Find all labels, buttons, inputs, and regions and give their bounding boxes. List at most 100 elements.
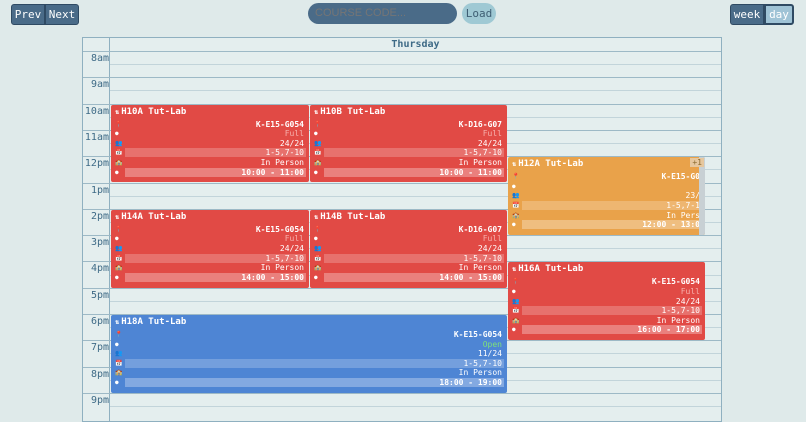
half-hour-line — [110, 64, 721, 66]
event-time: 12:00 - 13:0 — [522, 220, 702, 230]
people-icon: 👥 — [314, 139, 322, 147]
event-enrol: 11/24 — [477, 349, 502, 359]
time-label: 3pm — [90, 237, 109, 249]
event-mode: In Person — [656, 315, 700, 325]
hour-line — [83, 314, 721, 315]
event-h14a[interactable]: ⇅ H14A Tut-Lab 📍 K-E15-G054 ● Full 👥 24/24 📅 1-5,… — [111, 209, 309, 288]
event-weeks: 1-5,7-10 — [125, 358, 504, 368]
sort-icon: ⇅ — [512, 160, 517, 169]
calendar-icon: 📅 — [115, 359, 123, 367]
calendar-grid: Thursday 8am 9am 10am 11am 12pm 1pm 2pm 3pm 4pm 5… — [82, 37, 722, 422]
event-title: ⇅ H10A Tut-Lab — [115, 106, 187, 117]
next-button[interactable]: Next — [45, 4, 79, 25]
event-room: K-E15-G054 — [255, 224, 304, 234]
event-h16a[interactable]: ⇅ H16A Tut-Lab 📍 K-E15-G054 ● Full 👥 24/24 📅 1-5,… — [508, 262, 705, 341]
status-dot-icon: ● — [115, 235, 119, 243]
event-h18a[interactable]: ⇅ H18A Tut-Lab 📍 K-E15-G054 ● Open 👥 11/24 📅 1-5,… — [111, 315, 507, 393]
event-status: Full — [284, 129, 304, 139]
event-weeks: 1-5,7-1 — [522, 200, 702, 210]
sort-icon: ⇅ — [115, 107, 120, 116]
clock-icon: ● — [314, 273, 318, 281]
status-dot-icon: ● — [512, 287, 516, 295]
half-hour-line — [110, 406, 721, 408]
event-status: Full — [680, 286, 700, 296]
event-status: Full — [482, 234, 502, 244]
calendar-icon: 📅 — [314, 149, 322, 157]
event-enrol: 24/24 — [477, 138, 502, 148]
half-hour-line — [110, 90, 721, 92]
hour-line — [83, 287, 721, 289]
event-enrol: 23/ — [685, 191, 700, 201]
event-title: ⇅ H12A Tut-Lab — [512, 159, 584, 170]
event-enrol: 24/24 — [675, 296, 700, 306]
time-label: 4pm — [90, 263, 109, 275]
hour-line — [83, 103, 721, 105]
sort-icon: ⇅ — [314, 107, 319, 116]
people-icon: 👥 — [314, 244, 322, 252]
event-h10a[interactable]: ⇅ H10A Tut-Lab 📍 K-E15-G054 ● Full 👥 24/24 📅 1-5,… — [111, 104, 309, 183]
time-label: 9pm — [90, 394, 109, 406]
building-icon: 🏫 — [512, 316, 520, 324]
location-icon: 📍 — [314, 120, 322, 128]
calendar-icon: 📅 — [115, 149, 123, 157]
time-label: 1pm — [90, 184, 109, 196]
hour-line — [83, 77, 721, 79]
event-h14b[interactable]: ⇅ H14B Tut-Lab 📍 K-D16-G07 ● Full 👥 24/24 📅 1-5,7… — [310, 209, 507, 288]
event-weeks: 1-5,7-10 — [125, 148, 306, 158]
location-icon: 📍 — [115, 120, 123, 128]
calendar-icon: 📅 — [512, 201, 520, 209]
people-icon: 👥 — [115, 350, 123, 358]
building-icon: 🏫 — [115, 158, 123, 166]
more-badge[interactable]: +1 — [690, 158, 704, 168]
day-view-button[interactable]: day — [764, 4, 794, 25]
event-time: 16:00 - 17:00 — [522, 325, 702, 335]
week-view-button[interactable]: week — [730, 4, 764, 25]
event-time: 14:00 - 15:00 — [324, 272, 504, 282]
event-mode: In Person — [260, 263, 304, 273]
building-icon: 🏫 — [314, 264, 322, 272]
clock-icon: ● — [115, 168, 119, 176]
time-label: 2pm — [90, 210, 109, 222]
event-status: Full — [482, 129, 502, 139]
event-status — [522, 182, 702, 191]
event-title: ⇅ H10B Tut-Lab — [314, 106, 386, 117]
prev-button[interactable]: Prev — [11, 4, 45, 25]
hour-line — [83, 51, 721, 52]
status-dot-icon: ● — [512, 182, 516, 190]
course-code-input[interactable] — [308, 3, 457, 24]
people-icon: 👥 — [115, 139, 123, 147]
building-icon: 🏫 — [115, 369, 123, 377]
status-dot-icon: ● — [115, 340, 119, 348]
clock-icon: ● — [314, 168, 318, 176]
event-weeks: 1-5,7-10 — [125, 253, 306, 263]
location-icon: 📍 — [115, 225, 123, 233]
location-icon: 📍 — [512, 278, 520, 286]
event-title: ⇅ H16A Tut-Lab — [512, 264, 584, 275]
event-h10b[interactable]: ⇅ H10B Tut-Lab 📍 K-D16-G07 ● Full 👥 24/24 📅 1-5,7… — [310, 104, 507, 183]
event-time: 10:00 - 11:00 — [125, 167, 306, 177]
clock-icon: ● — [115, 273, 119, 281]
clock-icon: ● — [512, 221, 516, 229]
event-room: K-E15-G054 — [255, 119, 304, 129]
clock-icon: ● — [115, 379, 119, 386]
calendar-icon: 📅 — [512, 307, 520, 315]
time-label: 6pm — [90, 316, 109, 327]
calendar-icon: 📅 — [314, 254, 322, 262]
event-weeks: 1-5,7-10 — [522, 306, 702, 316]
event-room: K-E15-G054 — [453, 330, 502, 339]
load-button[interactable]: Load — [462, 3, 496, 24]
time-label: 8am — [90, 53, 109, 64]
event-mode: In Person — [458, 263, 502, 273]
event-weeks: 1-5,7-10 — [324, 148, 504, 158]
event-h12a[interactable]: ⇅ H12A Tut-Lab 📍 K-E15-G0 ● 👥 23/ 📅 1-5,7-1 🏫 In P… — [508, 157, 705, 236]
scrollbar[interactable] — [699, 157, 705, 236]
people-icon: 👥 — [115, 244, 123, 252]
time-label: 8pm — [90, 368, 109, 380]
location-icon: 📍 — [512, 173, 520, 181]
event-enrol: 24/24 — [279, 243, 304, 253]
calendar-icon: 📅 — [115, 254, 123, 262]
sort-icon: ⇅ — [314, 212, 319, 221]
event-mode: In Person — [260, 157, 304, 167]
sort-icon: ⇅ — [512, 265, 517, 274]
building-icon: 🏫 — [115, 264, 123, 272]
